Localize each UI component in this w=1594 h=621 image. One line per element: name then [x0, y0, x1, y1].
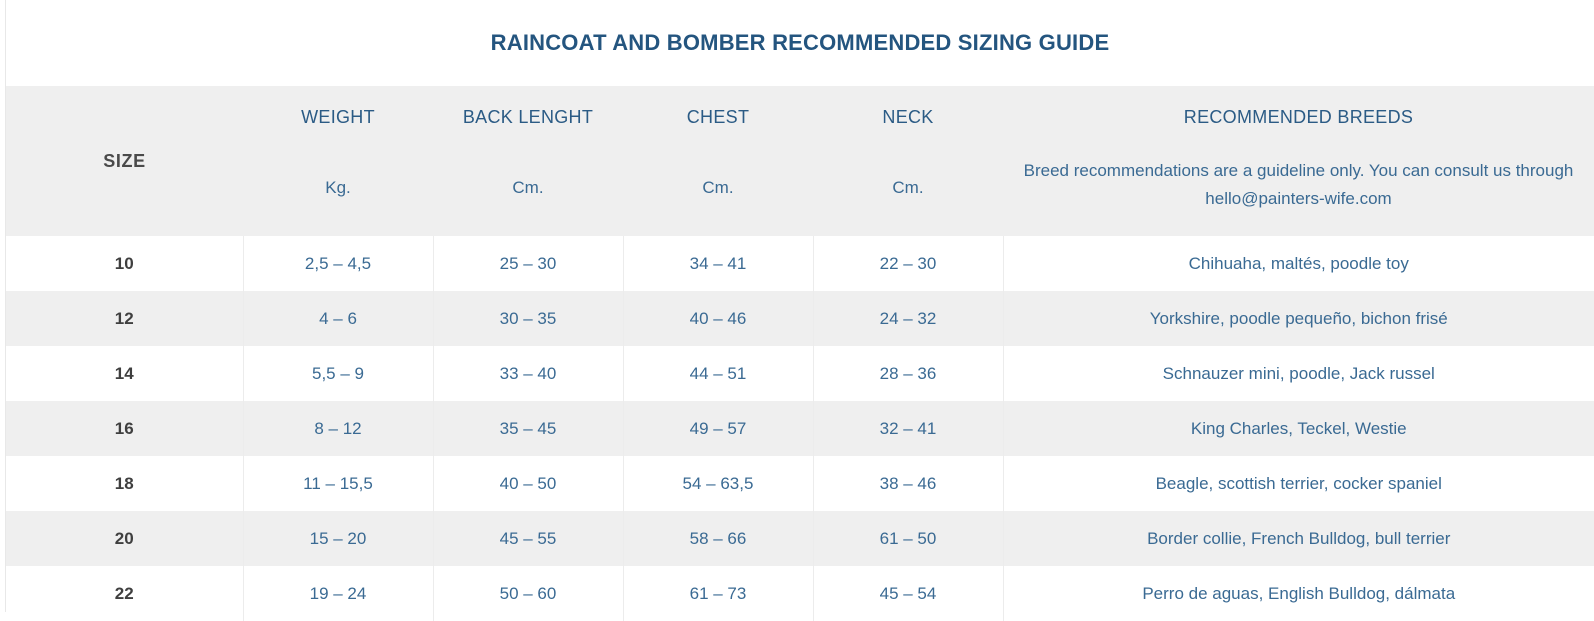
breeds-cell: King Charles, Teckel, Westie: [1002, 401, 1594, 456]
weight-cell: 11 – 15,5: [242, 456, 433, 511]
breeds-header: RECOMMENDED BREEDS: [1183, 106, 1414, 127]
size-cell: 14: [114, 363, 134, 383]
breeds-cell: Schnauzer mini, poodle, Jack russel: [1002, 346, 1594, 401]
left-edge-divider: [0, 0, 6, 612]
neck-header: NECK: [882, 106, 934, 127]
chest-cell: 61 – 73: [622, 566, 813, 621]
back-length-cell: 35 – 45: [432, 401, 623, 456]
back-length-cell: 50 – 60: [432, 566, 623, 621]
weight-header: WEIGHT: [301, 106, 375, 127]
back-length-unit: Cm.: [512, 178, 544, 197]
size-cell: 20: [114, 528, 134, 548]
table-header: SIZE WEIGHT BACK LENGHT CHEST NECK RECOM…: [6, 86, 1594, 236]
table-row: 16 8 – 12 35 – 45 49 – 57 32 – 41 King C…: [6, 401, 1594, 456]
chest-cell: 49 – 57: [622, 401, 813, 456]
neck-cell: 61 – 50: [812, 511, 1003, 566]
size-cell: 16: [114, 418, 134, 438]
page-title: RAINCOAT AND BOMBER RECOMMENDED SIZING G…: [490, 30, 1110, 55]
chest-cell: 54 – 63,5: [622, 456, 813, 511]
contact-email: hello@painters-wife.com: [1205, 189, 1392, 208]
neck-cell: 24 – 32: [812, 291, 1003, 346]
table-row: 12 4 – 6 30 – 35 40 – 46 24 – 32 Yorkshi…: [6, 291, 1594, 346]
chest-cell: 40 – 46: [622, 291, 813, 346]
size-cell: 12: [114, 308, 134, 328]
size-cell: 10: [114, 253, 134, 273]
chest-cell: 34 – 41: [622, 236, 813, 291]
weight-cell: 19 – 24: [242, 566, 433, 621]
weight-cell: 15 – 20: [242, 511, 433, 566]
back-length-cell: 33 – 40: [432, 346, 623, 401]
table-row: 18 11 – 15,5 40 – 50 54 – 63,5 38 – 46 B…: [6, 456, 1594, 511]
size-cell: 22: [114, 583, 134, 603]
neck-cell: 45 – 54: [812, 566, 1003, 621]
chest-header: CHEST: [686, 106, 750, 127]
breeds-note: Breed recommendations are a guideline on…: [1003, 148, 1594, 236]
table-row: 14 5,5 – 9 33 – 40 44 – 51 28 – 36 Schna…: [6, 346, 1594, 401]
back-length-cell: 45 – 55: [432, 511, 623, 566]
breeds-cell: Border collie, French Bulldog, bull terr…: [1002, 511, 1594, 566]
neck-cell: 22 – 30: [812, 236, 1003, 291]
weight-unit: Kg.: [325, 178, 351, 197]
back-length-cell: 25 – 30: [432, 236, 623, 291]
neck-unit: Cm.: [892, 178, 924, 197]
sizing-table: SIZE WEIGHT BACK LENGHT CHEST NECK RECOM…: [6, 86, 1594, 621]
weight-cell: 2,5 – 4,5: [242, 236, 433, 291]
neck-cell: 38 – 46: [812, 456, 1003, 511]
weight-cell: 8 – 12: [242, 401, 433, 456]
size-cell: 18: [114, 473, 134, 493]
back-length-cell: 30 – 35: [432, 291, 623, 346]
back-length-cell: 40 – 50: [432, 456, 623, 511]
neck-cell: 28 – 36: [812, 346, 1003, 401]
table-body: 10 2,5 – 4,5 25 – 30 34 – 41 22 – 30 Chi…: [6, 236, 1594, 621]
size-header: SIZE: [103, 150, 146, 171]
neck-cell: 32 – 41: [812, 401, 1003, 456]
chest-cell: 58 – 66: [622, 511, 813, 566]
weight-cell: 4 – 6: [242, 291, 433, 346]
breeds-cell: Beagle, scottish terrier, cocker spaniel: [1002, 456, 1594, 511]
table-row: 10 2,5 – 4,5 25 – 30 34 – 41 22 – 30 Chi…: [6, 236, 1594, 291]
table-row: 22 19 – 24 50 – 60 61 – 73 45 – 54 Perro…: [6, 566, 1594, 621]
weight-cell: 5,5 – 9: [242, 346, 433, 401]
back-length-header: BACK LENGHT: [462, 106, 594, 127]
breeds-cell: Chihuaha, maltés, poodle toy: [1002, 236, 1594, 291]
chest-unit: Cm.: [702, 178, 734, 197]
table-row: 20 15 – 20 45 – 55 58 – 66 61 – 50 Borde…: [6, 511, 1594, 566]
chest-cell: 44 – 51: [622, 346, 813, 401]
breeds-cell: Perro de aguas, English Bulldog, dálmata: [1002, 566, 1594, 621]
breeds-cell: Yorkshire, poodle pequeño, bichon frisé: [1002, 291, 1594, 346]
breeds-note-text: Breed recommendations are a guideline on…: [1023, 161, 1574, 180]
